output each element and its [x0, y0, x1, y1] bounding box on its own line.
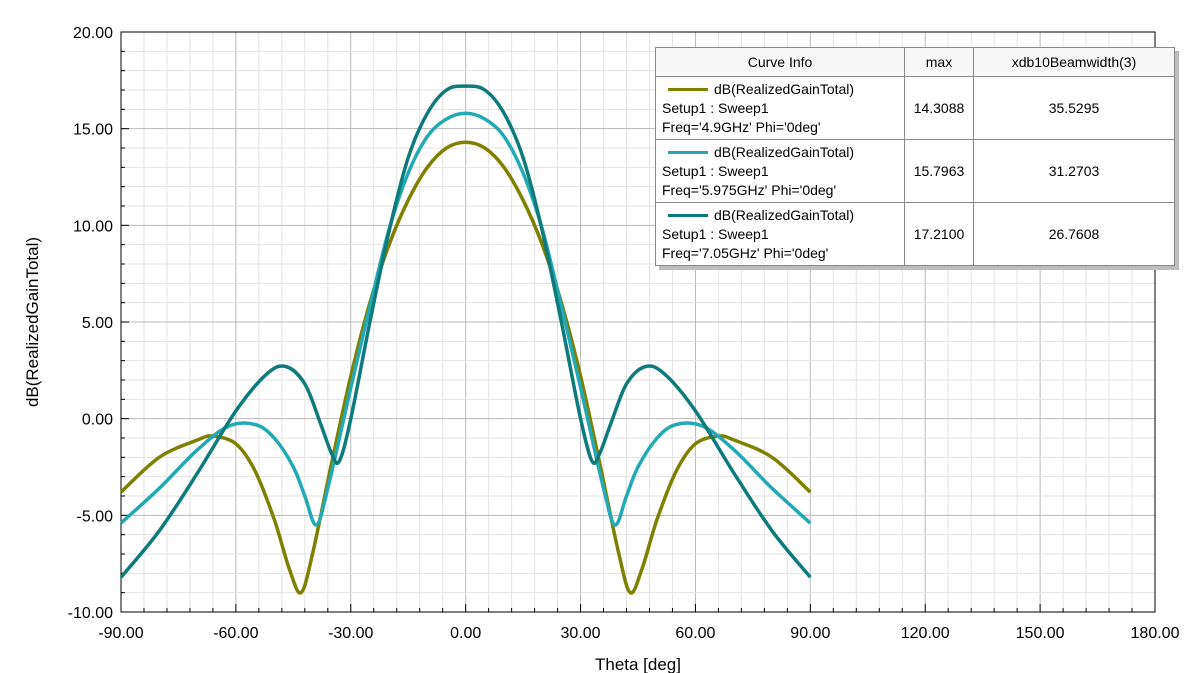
legend-series-name: dB(RealizedGainTotal) — [714, 81, 855, 97]
y-tick-label: -5.00 — [77, 508, 114, 525]
y-tick-label: 15.00 — [73, 122, 113, 139]
legend-series-name: dB(RealizedGainTotal) — [714, 207, 855, 223]
legend-row-4-9ghz: dB(RealizedGainTotal) Setup1 : Sweep1 Fr… — [655, 76, 1175, 140]
series-group — [119, 84, 812, 595]
grid — [120, 31, 1156, 613]
legend-beamwidth-value: 31.2703 — [973, 139, 1175, 203]
y-tick-label: 5.00 — [82, 315, 113, 332]
legend-curve-info: dB(RealizedGainTotal) Setup1 : Sweep1 Fr… — [655, 139, 905, 203]
legend-beamwidth-value: 35.5295 — [973, 76, 1175, 140]
x-tick-label: 120.00 — [901, 625, 950, 642]
legend-curve-info: dB(RealizedGainTotal) Setup1 : Sweep1 Fr… — [655, 202, 905, 266]
x-axis-title: Theta [deg] — [595, 655, 681, 673]
y-tick-label: -10.00 — [68, 605, 113, 622]
legend-setup: Setup1 : Sweep1 — [662, 100, 769, 116]
x-tick-label: 60.00 — [675, 625, 715, 642]
y-tick-label: 0.00 — [82, 412, 113, 429]
curve-info-legend: Curve Info max xdb10Beamwidth(3) dB(Real… — [655, 47, 1175, 266]
legend-setup: Setup1 : Sweep1 — [662, 163, 769, 179]
y-tick-label: 20.00 — [73, 25, 113, 42]
legend-row-5-975ghz: dB(RealizedGainTotal) Setup1 : Sweep1 Fr… — [655, 139, 1175, 203]
x-tick-label: -30.00 — [328, 625, 373, 642]
x-tick-label: 180.00 — [1131, 625, 1180, 642]
series-line-2 — [119, 111, 812, 527]
series-line-1 — [119, 140, 812, 595]
legend-curve-info: dB(RealizedGainTotal) Setup1 : Sweep1 Fr… — [655, 76, 905, 140]
legend-freq: Freq='4.9GHz' Phi='0deg' — [662, 119, 821, 135]
legend-setup: Setup1 : Sweep1 — [662, 226, 769, 242]
legend-header-max: max — [904, 47, 974, 77]
y-axis-title: dB(RealizedGainTotal) — [23, 237, 42, 407]
legend-beamwidth-value: 26.7608 — [973, 202, 1175, 266]
axis-ticks: -90.00 -60.00 -30.00 0.00 30.00 60.00 90.00 120… — [68, 25, 1180, 642]
legend-header-curve-info: Curve Info — [655, 47, 905, 77]
x-tick-label: -60.00 — [213, 625, 258, 642]
legend-max-value: 15.7963 — [904, 139, 974, 203]
legend-swatch-4-9ghz — [668, 87, 708, 91]
x-tick-label: 30.00 — [561, 625, 601, 642]
x-tick-label: 0.00 — [450, 625, 481, 642]
x-tick-label: -90.00 — [98, 625, 143, 642]
legend-max-value: 17.2100 — [904, 202, 974, 266]
legend-header-row: Curve Info max xdb10Beamwidth(3) — [655, 47, 1175, 77]
series-line-3 — [119, 84, 812, 579]
legend-freq: Freq='7.05GHz' Phi='0deg' — [662, 245, 829, 261]
x-tick-label: 90.00 — [790, 625, 830, 642]
legend-series-name: dB(RealizedGainTotal) — [714, 144, 855, 160]
x-tick-label: 150.00 — [1016, 625, 1065, 642]
legend-swatch-7-05ghz — [668, 213, 708, 217]
legend-max-value: 14.3088 — [904, 76, 974, 140]
y-tick-label: 10.00 — [73, 218, 113, 235]
legend-header-beamwidth: xdb10Beamwidth(3) — [973, 47, 1175, 77]
legend-swatch-5-975ghz — [668, 150, 708, 154]
legend-freq: Freq='5.975GHz' Phi='0deg' — [662, 182, 837, 198]
legend-row-7-05ghz: dB(RealizedGainTotal) Setup1 : Sweep1 Fr… — [655, 202, 1175, 266]
